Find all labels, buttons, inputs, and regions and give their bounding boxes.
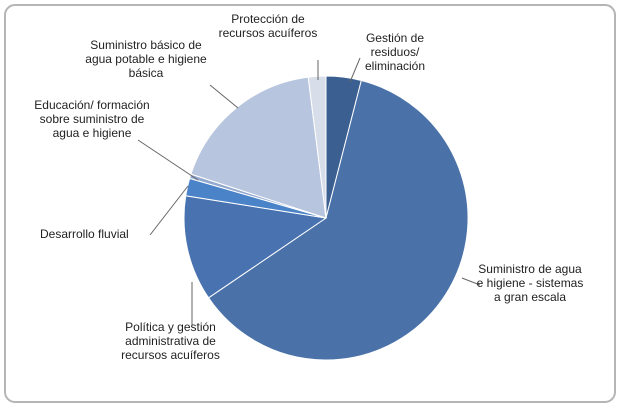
label: Suministro de agua e higiene - sistemas … <box>476 262 584 304</box>
pie-slice <box>307 75 327 219</box>
label: Suministro básico de agua potable e higi… <box>85 38 207 80</box>
label: Educación/ formación sobre suministro de… <box>34 98 150 140</box>
label: Política y gestión administrativa de rec… <box>121 320 220 362</box>
pie-slice <box>183 195 328 299</box>
label: Desarrollo fluvial <box>40 227 129 241</box>
label: Protección de recursos acuíferos <box>218 12 318 40</box>
leaders <box>137 57 481 325</box>
label: Gestión de residuos/ eliminación <box>364 31 426 73</box>
pie-slice <box>190 76 327 219</box>
pie-slice <box>207 79 469 361</box>
